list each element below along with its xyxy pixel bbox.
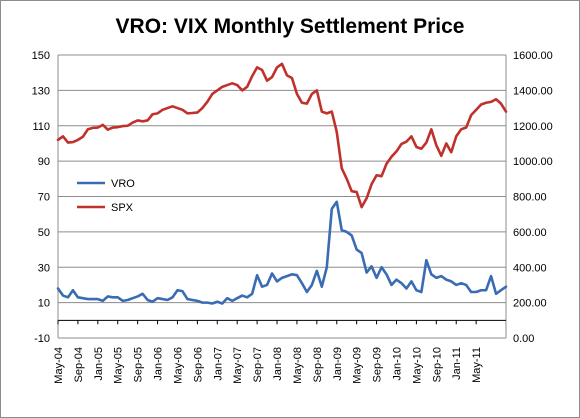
y-right-tick-label: 600.00 — [513, 227, 547, 239]
legend-label-spx: SPX — [111, 202, 134, 214]
y-right-tick-label: 800.00 — [513, 192, 547, 204]
y-left-tick-label: -10 — [34, 333, 50, 345]
x-tick-label: May-07 — [232, 347, 244, 384]
x-tick-label: Jan-05 — [93, 347, 105, 381]
x-tick-label: May-11 — [471, 347, 483, 383]
x-tick-label: Sep-06 — [192, 347, 204, 382]
y-right-tick-label: 1400.00 — [513, 85, 553, 97]
x-tick-label: May-10 — [411, 347, 423, 384]
x-tick-label: Sep-08 — [312, 347, 324, 382]
x-tick-label: Jan-11 — [451, 347, 463, 380]
chart-title: VRO: VIX Monthly Settlement Price — [115, 15, 465, 38]
x-tick-label: Jan-09 — [332, 347, 344, 381]
legend-label-vro: VRO — [111, 178, 135, 190]
x-tick-label: Sep-10 — [431, 347, 443, 382]
y-right-tick-label: 1000.00 — [513, 156, 553, 168]
y-left-tick-label: 50 — [38, 227, 50, 239]
x-tick-label: Sep-04 — [73, 347, 85, 382]
series-line-spx — [56, 62, 508, 209]
x-tick-label: May-08 — [292, 347, 304, 384]
x-tick-label: Jan-10 — [391, 347, 403, 381]
y-right-tick-label: 200.00 — [513, 298, 547, 310]
y-left-tick-label: 70 — [38, 192, 50, 204]
series-line-vro — [56, 200, 508, 305]
x-tick-label: Sep-05 — [133, 347, 145, 382]
x-tick-label: Jan-07 — [212, 347, 224, 381]
y-left-tick-label: 10 — [38, 298, 50, 310]
y-left-tick-label: 150 — [32, 50, 50, 62]
y-right-tick-label: 1200.00 — [513, 121, 553, 133]
x-tick-label: May-04 — [53, 347, 65, 384]
y-left-tick-label: 30 — [38, 262, 50, 274]
x-tick-label: Sep-09 — [372, 347, 384, 382]
y-left-tick-label: 90 — [38, 156, 50, 168]
y-right-tick-label: 400.00 — [513, 262, 547, 274]
x-tick-label: May-09 — [352, 347, 364, 384]
x-tick-label: May-05 — [113, 347, 125, 384]
y-left-tick-label: 110 — [32, 121, 50, 133]
x-tick-label: May-06 — [172, 347, 184, 384]
y-right-tick-label: 1600.00 — [513, 50, 553, 62]
x-tick-label: Jan-06 — [153, 347, 165, 381]
y-left-tick-label: 130 — [32, 85, 50, 97]
x-tick-label: Jan-08 — [272, 347, 284, 381]
y-right-tick-label: 0.00 — [513, 333, 534, 345]
x-tick-label: Sep-07 — [252, 347, 264, 382]
